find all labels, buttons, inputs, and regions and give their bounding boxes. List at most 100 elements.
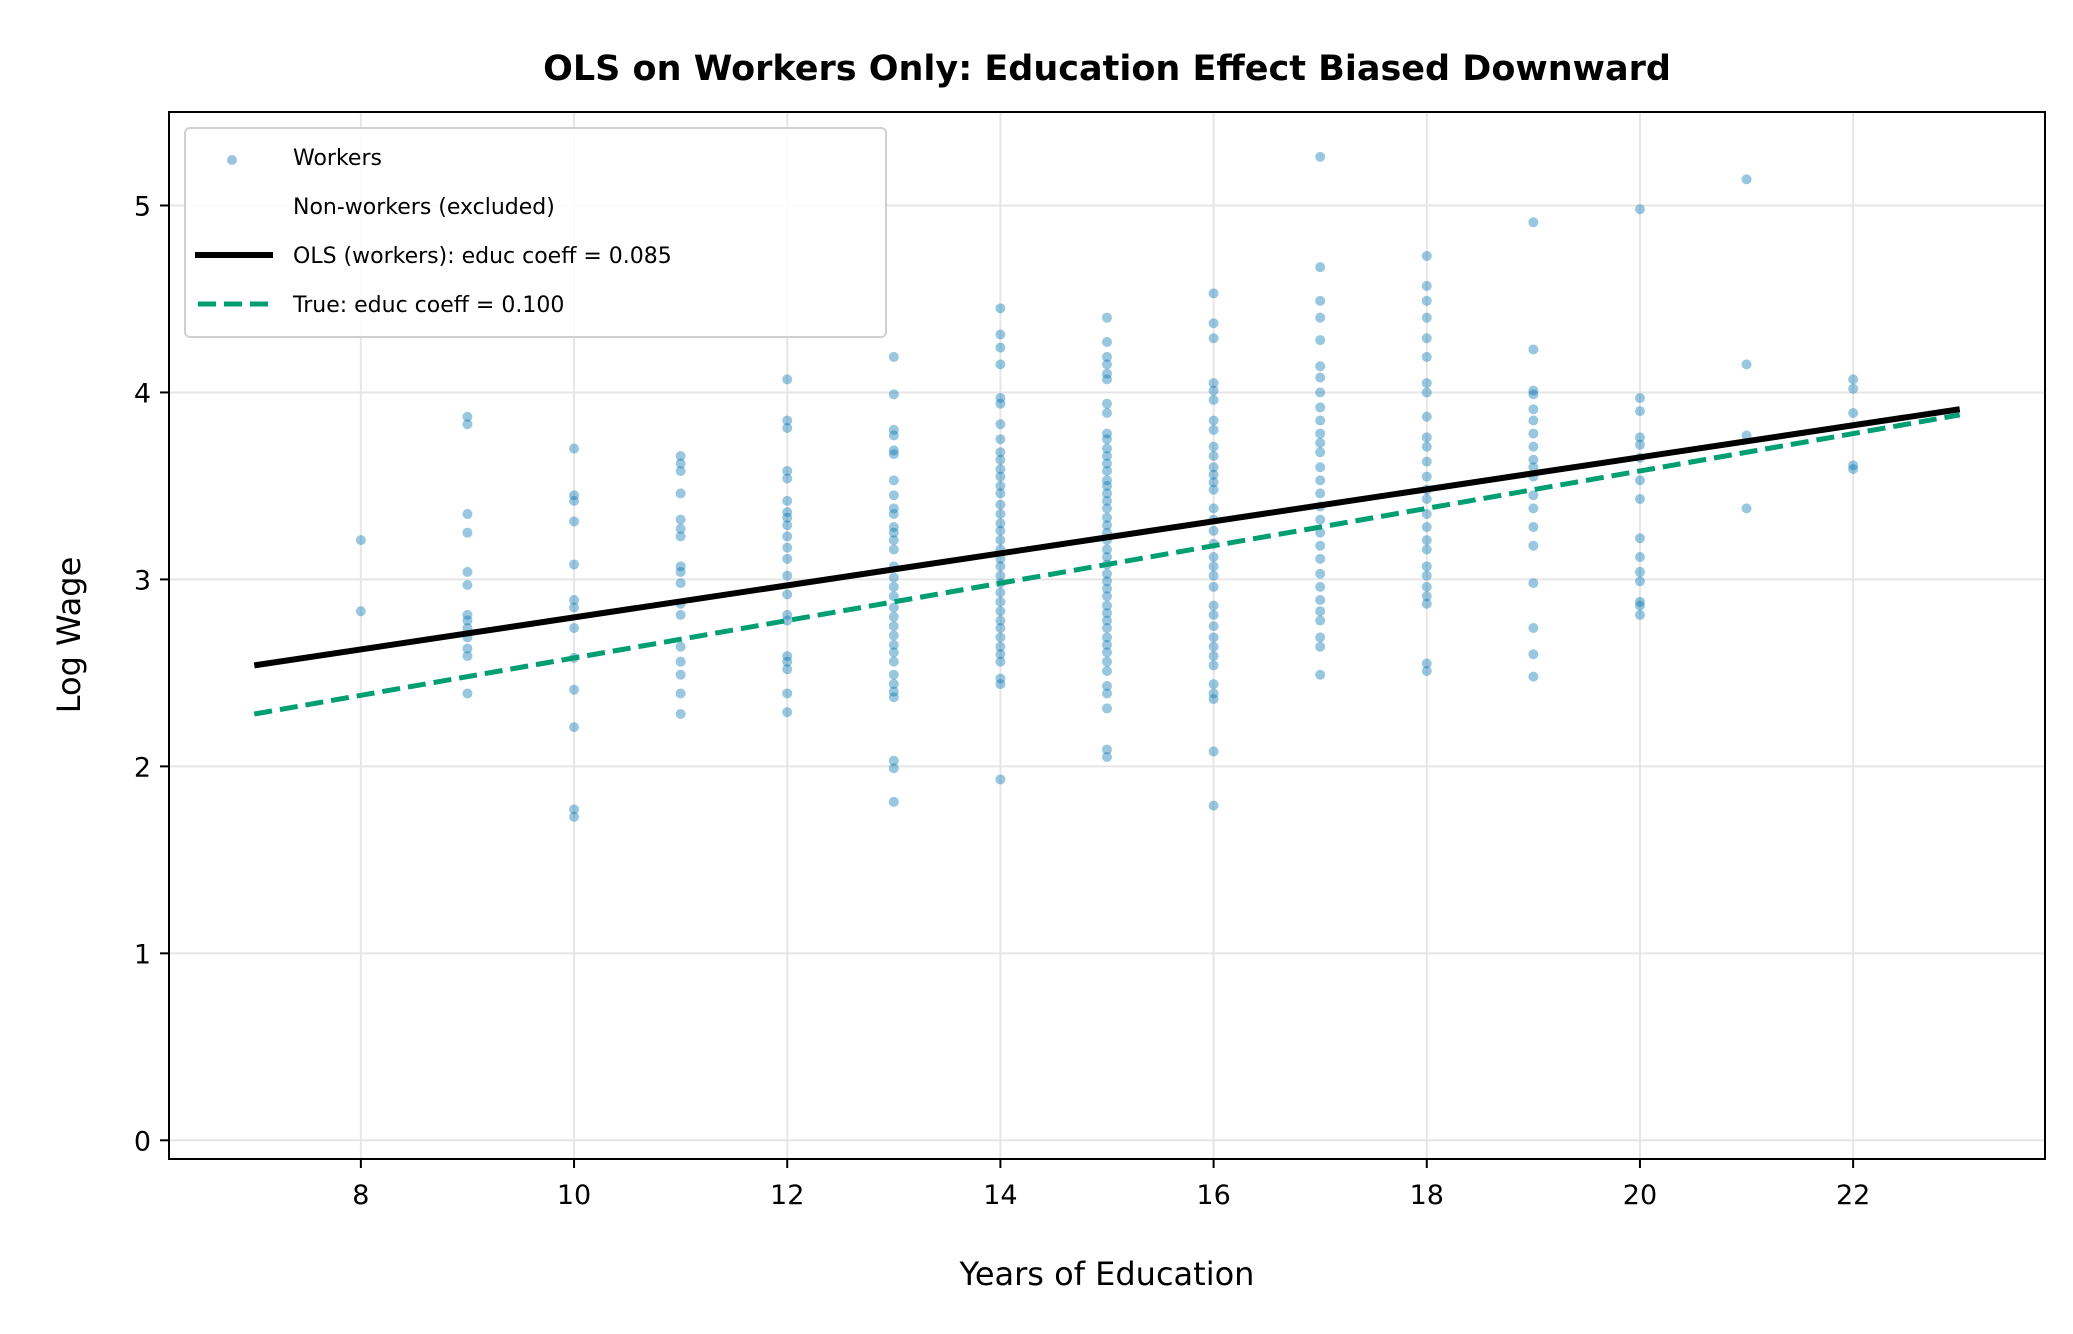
data-point: [1421, 666, 1432, 677]
data-point: [1102, 666, 1112, 677]
data-point: [1315, 335, 1326, 346]
data-point: [995, 499, 1006, 510]
x-tick-label: 14: [983, 1180, 1017, 1211]
data-point: [1102, 312, 1112, 323]
data-point: [1315, 437, 1326, 448]
data-point: [675, 709, 686, 720]
data-point: [782, 495, 793, 506]
data-point: [888, 647, 899, 658]
y-tick-label: 1: [134, 939, 151, 970]
data-point: [1315, 387, 1326, 398]
data-point: [1315, 669, 1326, 680]
data-point: [675, 465, 686, 476]
data-point: [888, 796, 899, 807]
data-point: [1421, 598, 1432, 609]
data-point: [995, 561, 1006, 572]
data-point: [995, 471, 1006, 482]
data-point: [888, 669, 899, 680]
data-point: [569, 623, 580, 634]
data-point: [995, 535, 1006, 546]
data-point: [1102, 520, 1112, 531]
data-point: [888, 581, 899, 592]
data-point: [1528, 415, 1539, 426]
data-point: [888, 475, 899, 486]
data-point: [1208, 641, 1219, 652]
data-point: [1102, 608, 1112, 619]
data-point: [1208, 525, 1219, 536]
data-point: [782, 374, 793, 385]
data-point: [1102, 576, 1112, 587]
data-point: [675, 669, 686, 680]
data-point: [888, 686, 899, 697]
data-point: [462, 580, 473, 591]
data-point: [1528, 490, 1539, 501]
data-point: [1102, 583, 1112, 594]
data-point: [1421, 432, 1432, 443]
data-point: [1102, 443, 1112, 454]
data-point: [675, 609, 686, 620]
data-point: [1421, 522, 1432, 533]
plot-frame: [168, 111, 2046, 1160]
data-point: [569, 602, 580, 613]
data-point: [1848, 464, 1859, 475]
data-point: [1315, 312, 1326, 323]
data-point: [1741, 174, 1752, 185]
data-point: [1315, 632, 1326, 643]
data-point: [888, 572, 899, 583]
data-point: [782, 415, 793, 426]
data-point: [462, 411, 473, 422]
data-point: [995, 393, 1006, 404]
legend-label: Non-workers (excluded): [293, 195, 555, 220]
data-point: [995, 329, 1006, 340]
fit-lines: [253, 406, 1961, 717]
data-point: [1102, 374, 1112, 385]
data-point: [995, 641, 1006, 652]
data-point: [1634, 600, 1645, 611]
data-point: [1102, 744, 1112, 755]
data-point: [1208, 561, 1219, 572]
ols-fit-line: [253, 406, 1961, 669]
data-point: [782, 542, 793, 553]
data-point: [1102, 351, 1112, 362]
data-point: [1315, 606, 1326, 617]
data-point: [1102, 656, 1112, 667]
chart-title: OLS on Workers Only: Education Effect Bi…: [543, 49, 1671, 89]
data-point: [1208, 551, 1219, 562]
data-point: [1315, 447, 1326, 458]
data-point: [1634, 566, 1645, 577]
data-point: [1102, 408, 1112, 419]
data-point: [1741, 359, 1752, 370]
data-point: [1634, 596, 1645, 607]
data-point: [1102, 368, 1112, 379]
data-point: [995, 447, 1006, 458]
data-point: [1421, 658, 1432, 669]
data-point: [1421, 494, 1432, 505]
data-point: [782, 609, 793, 620]
data-point: [995, 508, 1006, 519]
data-point: [1102, 703, 1112, 714]
data-point: [995, 398, 1006, 409]
data-point: [1102, 475, 1112, 486]
data-point: [1315, 641, 1326, 652]
data-point: [1102, 647, 1112, 658]
y-tick-label: 2: [134, 752, 151, 783]
data-point: [1208, 394, 1219, 405]
data-point: [1848, 408, 1859, 419]
data-point: [995, 518, 1006, 529]
data-point: [995, 480, 1006, 491]
data-point: [1421, 387, 1432, 398]
data-point: [1421, 411, 1432, 422]
data-point: [995, 679, 1006, 690]
data-point: [782, 473, 793, 484]
data-point: [1102, 752, 1112, 763]
data-point: [888, 351, 899, 362]
data-point: [995, 632, 1006, 643]
data-point: [1528, 623, 1539, 634]
data-point: [995, 464, 1006, 475]
data-point: [569, 516, 580, 527]
data-point: [888, 621, 899, 632]
data-point: [355, 535, 366, 546]
data-point: [995, 649, 1006, 660]
data-point: [1421, 250, 1432, 261]
